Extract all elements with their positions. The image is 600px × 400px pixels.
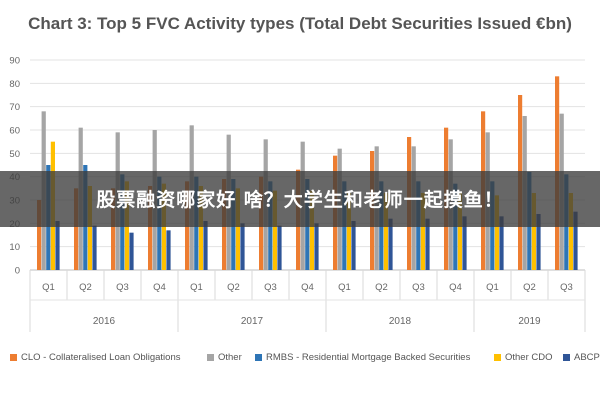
x-tick-label: Q1 <box>338 282 351 293</box>
x-tick-label: Q2 <box>227 282 240 293</box>
bar <box>92 225 97 270</box>
x-tick-label: Q2 <box>375 282 388 293</box>
bar <box>351 221 356 270</box>
bar <box>277 225 282 270</box>
y-tick-label: 90 <box>9 56 20 67</box>
x-tick-label: Q3 <box>264 282 277 293</box>
legend-label: Other <box>218 352 242 363</box>
bar <box>499 216 504 270</box>
x-tick-label: Q2 <box>79 282 92 293</box>
y-tick-label: 10 <box>9 242 20 253</box>
legend-item: CLO - Collateralised Loan Obligations <box>10 352 180 363</box>
y-tick-label: 0 <box>15 266 20 277</box>
x-group-label: 2017 <box>241 316 264 327</box>
bar <box>462 216 467 270</box>
legend-label: RMBS - Residential Mortgage Backed Secur… <box>266 352 471 363</box>
x-tick-label: Q4 <box>153 282 166 293</box>
y-tick-label: 80 <box>9 79 20 90</box>
bar <box>240 223 245 270</box>
legend-swatch <box>207 354 214 361</box>
bar <box>457 193 462 270</box>
x-tick-label: Q1 <box>486 282 499 293</box>
bar <box>74 188 79 270</box>
y-tick-label: 50 <box>9 149 20 160</box>
x-group-label: 2018 <box>389 316 412 327</box>
y-tick-label: 70 <box>9 102 20 113</box>
bar <box>272 190 277 270</box>
x-tick-label: Q4 <box>449 282 462 293</box>
legend-swatch <box>10 354 17 361</box>
x-tick-label: Q2 <box>523 282 536 293</box>
x-tick-label: Q1 <box>190 282 203 293</box>
bar <box>166 230 171 270</box>
bar <box>55 221 60 270</box>
legend-swatch <box>563 354 570 361</box>
bar <box>420 193 425 270</box>
bar <box>148 186 153 270</box>
bar <box>346 193 351 270</box>
chart-title: Chart 3: Top 5 FVC Activity types (Total… <box>28 14 572 33</box>
bar <box>309 190 314 270</box>
bar <box>388 218 393 270</box>
chart-legend: CLO - Collateralised Loan Obligations Oth… <box>10 352 600 368</box>
bar <box>87 186 92 270</box>
y-tick-label: 60 <box>9 126 20 137</box>
bar <box>494 195 499 270</box>
overlay-banner <box>0 171 600 227</box>
x-tick-label: Q4 <box>301 282 314 293</box>
legend-label: Other CDO <box>505 352 553 363</box>
legend-item: ABCP <box>563 352 600 363</box>
legend-swatch <box>255 354 262 361</box>
legend-label: ABCP <box>574 352 600 363</box>
x-group-label: 2016 <box>93 316 116 327</box>
x-tick-label: Q1 <box>42 282 55 293</box>
bar <box>531 193 536 270</box>
overlay-ad-text[interactable]: 股票融资哪家好 啥？大学生和老师一起摸鱼！ <box>96 189 504 211</box>
x-tick-label: Q3 <box>412 282 425 293</box>
bar <box>129 232 134 270</box>
bar <box>198 186 203 270</box>
bar <box>573 211 578 270</box>
legend-swatch <box>494 354 501 361</box>
legend-item: RMBS - Residential Mortgage Backed Secur… <box>255 352 470 363</box>
bar <box>536 214 541 270</box>
x-axis: Q1 Q2 Q3 Q4 Q1 Q2 Q3 Q4 Q1 Q2 Q3 Q4 Q1 Q2 Q3 2016 2017 20… <box>29 270 586 332</box>
bar <box>425 218 430 270</box>
bar <box>314 223 319 270</box>
legend-item: Other <box>207 352 242 363</box>
y-axis-ticks: 0102030405060708090 <box>9 56 20 277</box>
bar <box>568 193 573 270</box>
x-tick-label: Q3 <box>560 282 573 293</box>
x-group-label: 2019 <box>518 316 541 327</box>
bar <box>235 188 240 270</box>
bar <box>383 193 388 270</box>
bar <box>111 188 116 270</box>
bar <box>203 221 208 270</box>
legend-item: Other CDO <box>494 352 553 363</box>
x-tick-label: Q3 <box>116 282 129 293</box>
bar <box>37 200 42 270</box>
legend-label: CLO - Collateralised Loan Obligations <box>21 352 181 363</box>
